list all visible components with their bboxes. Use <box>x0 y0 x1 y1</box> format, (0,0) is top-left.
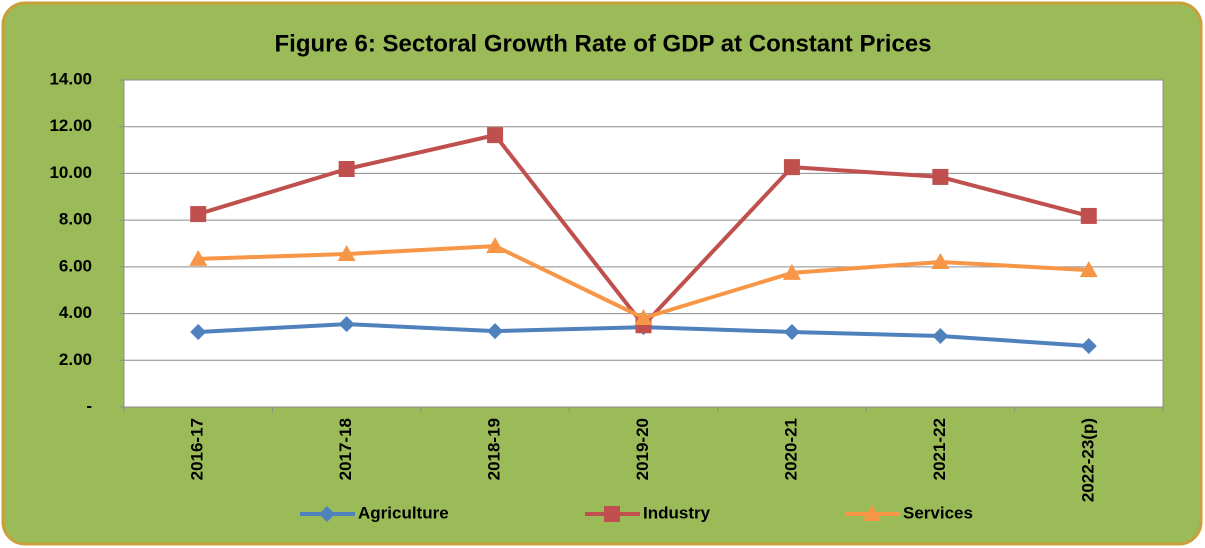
data-point <box>783 324 800 341</box>
data-point <box>487 127 504 144</box>
y-tick-label: 10.00 <box>49 163 92 182</box>
y-tick-label: 6.00 <box>59 256 92 275</box>
data-point <box>338 160 355 177</box>
data-point <box>487 323 504 340</box>
data-point <box>1079 261 1098 278</box>
data-point <box>932 168 949 185</box>
data-point <box>486 237 505 254</box>
legend-label: Agriculture <box>358 503 449 522</box>
y-tick-label: 12.00 <box>49 116 92 135</box>
y-tick-label: - <box>86 396 92 415</box>
x-tick-label: 2019-20 <box>633 418 652 480</box>
data-point <box>338 316 355 333</box>
data-point <box>1080 338 1097 355</box>
legend-label: Services <box>903 503 973 522</box>
data-point <box>931 252 950 269</box>
chart-title: Figure 6: Sectoral Growth Rate of GDP at… <box>274 30 931 57</box>
plot-area <box>123 79 1164 408</box>
x-tick-label: 2020-21 <box>781 418 800 480</box>
data-point <box>932 327 949 344</box>
x-tick-label: 2022-23(p) <box>1078 418 1097 502</box>
legend-label: Industry <box>643 503 711 522</box>
legend-marker <box>604 506 620 522</box>
data-point <box>189 249 208 266</box>
legend-marker <box>863 505 881 521</box>
x-tick-label: 2016-17 <box>188 418 207 480</box>
data-point <box>190 206 207 223</box>
x-tick-label: 2021-22 <box>930 418 949 480</box>
y-tick-label: 14.00 <box>49 69 92 88</box>
x-tick-label: 2018-19 <box>485 418 504 480</box>
data-point <box>190 324 207 341</box>
data-point <box>337 245 356 262</box>
x-tick-label: 2017-18 <box>336 418 355 480</box>
y-tick-label: 4.00 <box>59 303 92 322</box>
y-tick-label: 2.00 <box>59 350 92 369</box>
data-point <box>783 159 800 176</box>
data-point <box>634 309 653 326</box>
data-point <box>782 263 801 280</box>
y-tick-label: 8.00 <box>59 210 92 229</box>
data-point <box>1080 207 1097 224</box>
legend-marker <box>319 506 335 522</box>
